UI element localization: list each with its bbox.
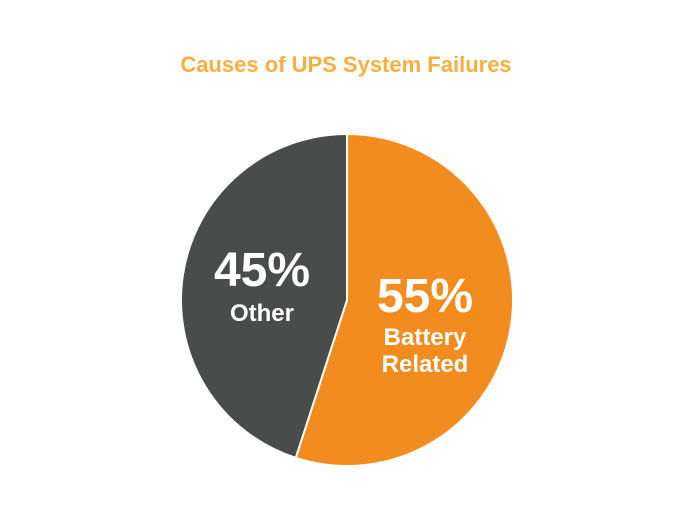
slice-category-label: Other <box>230 300 294 327</box>
slice-value-label: 45% <box>214 244 310 297</box>
slice-category-label: Related <box>382 351 469 378</box>
slice-value-label: 55% <box>377 270 473 323</box>
pie-slice-other <box>180 132 348 460</box>
slice-category-label: Battery <box>384 324 467 351</box>
chart-title: Causes of UPS System Failures <box>180 52 512 77</box>
pie-slice-battery-related <box>294 132 514 467</box>
